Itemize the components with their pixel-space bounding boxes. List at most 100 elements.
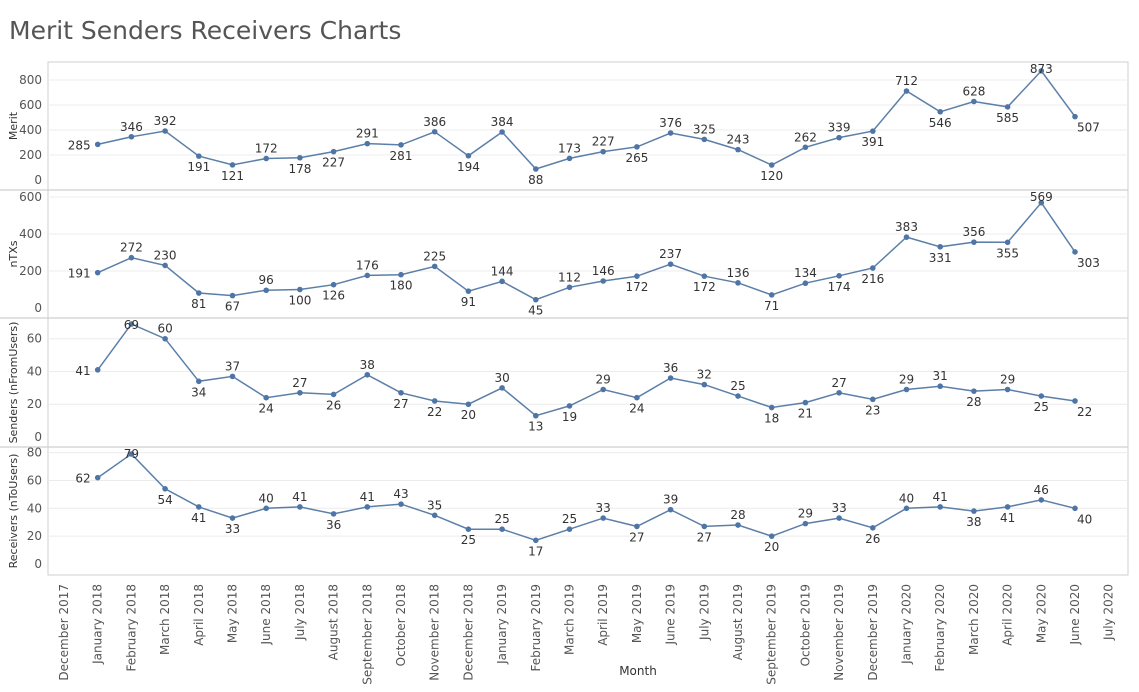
data-point xyxy=(297,504,303,510)
y-tick-label: 600 xyxy=(19,190,42,204)
data-point xyxy=(1038,497,1045,503)
data-point xyxy=(903,88,910,94)
data-point xyxy=(735,146,741,153)
x-tick-label: January 2018 xyxy=(91,584,105,665)
x-tick-label: August 2019 xyxy=(731,584,745,660)
data-label: 38 xyxy=(360,358,375,372)
data-point xyxy=(566,403,573,409)
data-point xyxy=(1072,113,1078,120)
data-point xyxy=(533,296,539,303)
data-point xyxy=(701,381,708,388)
data-point xyxy=(297,389,303,396)
data-label: 392 xyxy=(154,114,177,128)
data-label: 569 xyxy=(1030,190,1053,204)
data-label: 285 xyxy=(68,138,91,152)
x-tick-label: December 2018 xyxy=(461,584,475,681)
x-tick-label: April 2018 xyxy=(192,584,206,646)
data-point xyxy=(499,385,505,391)
data-label: 29 xyxy=(1000,373,1015,387)
x-tick-label: November 2018 xyxy=(428,584,442,681)
data-label: 88 xyxy=(528,173,543,187)
data-label: 20 xyxy=(461,408,476,422)
data-label: 34 xyxy=(191,385,206,399)
page-title: Merit Senders Receivers Charts xyxy=(9,16,402,45)
data-point xyxy=(600,278,606,284)
data-point xyxy=(1038,68,1045,74)
data-label: 24 xyxy=(629,402,644,416)
data-label: 180 xyxy=(390,279,413,293)
data-label: 96 xyxy=(259,273,274,287)
data-point xyxy=(667,506,674,513)
data-point xyxy=(162,262,168,269)
data-point xyxy=(634,394,640,401)
data-point xyxy=(937,383,943,390)
data-point xyxy=(94,141,101,148)
data-point xyxy=(836,389,842,396)
data-label: 176 xyxy=(356,258,379,272)
data-label: 43 xyxy=(393,487,408,501)
data-point xyxy=(263,287,270,294)
x-tick-label: February 2019 xyxy=(529,584,543,672)
data-point xyxy=(1038,199,1045,206)
data-label: 33 xyxy=(225,522,240,536)
data-label: 36 xyxy=(663,361,678,375)
data-label: 712 xyxy=(895,74,918,88)
data-label: 265 xyxy=(625,151,648,165)
data-label: 628 xyxy=(962,85,985,99)
data-label: 346 xyxy=(120,120,143,134)
data-label: 272 xyxy=(120,241,143,255)
data-point xyxy=(903,234,910,240)
data-label: 27 xyxy=(393,397,408,411)
data-label: 262 xyxy=(794,130,817,144)
data-point xyxy=(903,386,910,393)
data-label: 191 xyxy=(187,160,210,174)
data-point xyxy=(162,335,168,342)
x-tick-label: November 2019 xyxy=(832,584,846,681)
y-tick-label: 400 xyxy=(19,227,42,241)
data-point xyxy=(128,133,135,140)
y-axis-title: Receivers (nToUsers) xyxy=(7,454,20,569)
data-point xyxy=(162,486,168,492)
data-label: 120 xyxy=(760,169,783,183)
data-label: 46 xyxy=(1034,483,1049,497)
data-label: 178 xyxy=(288,162,311,176)
data-point xyxy=(533,537,539,544)
x-tick-label: January 2020 xyxy=(900,584,914,665)
data-label: 243 xyxy=(727,133,750,147)
x-tick-label: June 2019 xyxy=(664,584,678,646)
data-label: 28 xyxy=(730,508,745,522)
x-tick-label: March 2018 xyxy=(158,584,172,655)
series-line xyxy=(97,201,1076,301)
data-point xyxy=(870,265,876,271)
data-label: 41 xyxy=(1000,511,1015,525)
data-point xyxy=(1004,504,1011,510)
data-label: 62 xyxy=(75,472,90,486)
data-label: 144 xyxy=(491,264,514,278)
data-point xyxy=(701,273,708,279)
data-point xyxy=(802,520,809,527)
data-point xyxy=(870,396,876,403)
data-point xyxy=(870,524,876,531)
data-label: 386 xyxy=(423,115,446,129)
data-label: 303 xyxy=(1077,256,1100,270)
data-point xyxy=(836,273,842,279)
y-tick-label: 200 xyxy=(19,264,42,278)
data-label: 37 xyxy=(225,359,240,373)
data-label: 136 xyxy=(727,266,750,280)
data-label: 81 xyxy=(191,297,206,311)
data-label: 36 xyxy=(326,518,341,532)
data-point xyxy=(903,505,910,512)
data-label: 31 xyxy=(933,369,948,383)
data-point xyxy=(634,523,640,530)
data-label: 383 xyxy=(895,220,918,234)
data-label: 69 xyxy=(124,318,139,332)
data-label: 54 xyxy=(157,493,172,507)
y-tick-label: 0 xyxy=(34,430,42,444)
data-label: 134 xyxy=(794,266,817,280)
data-point xyxy=(229,373,236,380)
data-point xyxy=(94,474,101,481)
data-point xyxy=(263,155,270,162)
data-point xyxy=(229,515,236,521)
data-label: 33 xyxy=(831,501,846,515)
x-tick-label: March 2019 xyxy=(563,584,577,655)
